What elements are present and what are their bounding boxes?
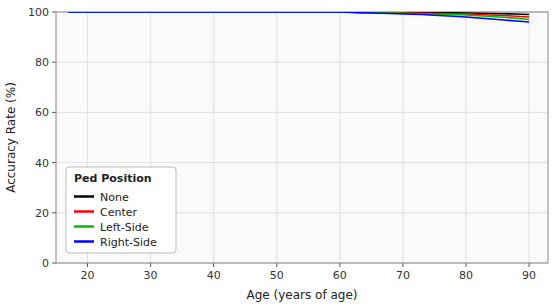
legend-swatch [74,225,94,228]
grid-line-x [276,12,277,263]
x-tick [466,263,467,267]
legend: Ped Position None Center Left-Side Right-Sid… [66,167,176,253]
legend-title: Ped Position [74,172,152,185]
x-tick-label: 20 [81,269,95,282]
grid [56,12,548,263]
y-tick [52,62,56,63]
y-tick [52,263,56,264]
x-tick-label: 90 [522,269,536,282]
chart: 20 30 40 50 60 70 80 90 0 20 40 60 80 100 Age (years o… [0,0,560,307]
legend-box [66,167,176,253]
y-tick-label: 40 [35,157,49,170]
grid-line-x [466,12,467,263]
x-tick-label: 70 [396,269,410,282]
x-tick [213,263,214,267]
x-tick [87,263,88,267]
grid-line-x [529,12,530,263]
grid-line-y [56,62,548,63]
legend-label: Left-Side [100,221,149,234]
legend-swatch [74,210,94,213]
legend-swatch [74,240,94,243]
series-line [69,12,529,20]
x-tick [276,263,277,267]
x-tick [529,263,530,267]
grid-line-x [402,12,403,263]
y-tick [52,162,56,163]
grid-line-y [56,112,548,113]
x-tick [402,263,403,267]
x-tick [339,263,340,267]
series-line [69,12,529,22]
y-tick-label: 80 [35,56,49,69]
x-tick-label: 30 [144,269,158,282]
x-tick [150,263,151,267]
y-tick-label: 20 [35,207,49,220]
y-tick-label: 0 [42,257,49,270]
y-axis-label: Accuracy Rate (%) [4,82,18,193]
y-tick-label: 60 [35,106,49,119]
legend-label: Right-Side [100,236,157,249]
legend-label: None [100,191,129,204]
series-lines [69,12,529,22]
axes: 20 30 40 50 60 70 80 90 0 20 40 60 80 100 Age (years o… [4,6,548,302]
x-tick-label: 80 [459,269,473,282]
x-tick-label: 40 [207,269,221,282]
x-tick-label: 60 [333,269,347,282]
legend-swatch [74,195,94,198]
legend-label: Center [100,206,138,219]
x-tick-label: 50 [270,269,284,282]
grid-line-x [213,12,214,263]
grid-line-y [56,162,548,163]
y-tick [52,212,56,213]
grid-line-x [339,12,340,263]
plot-background [56,12,548,263]
y-tick [52,12,56,13]
y-tick-label: 100 [28,6,49,19]
y-tick [52,112,56,113]
plot-frame [56,12,548,263]
x-axis-label: Age (years of age) [247,288,358,302]
